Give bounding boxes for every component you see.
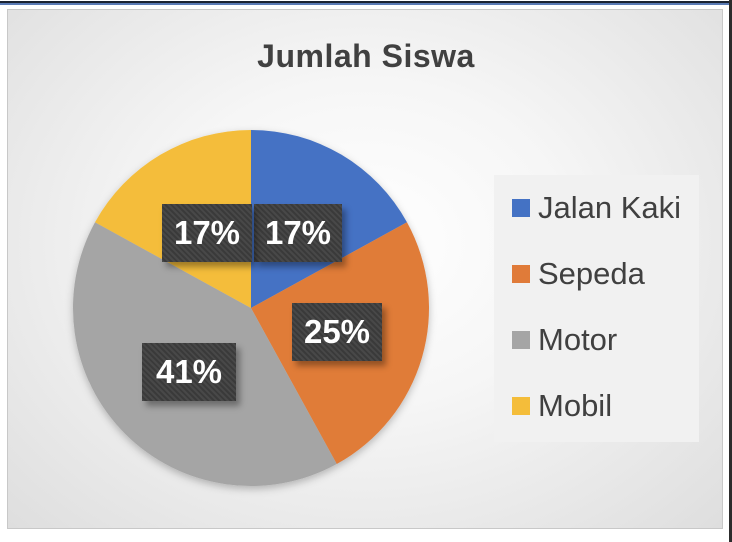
legend-item-motor[interactable]: Motor xyxy=(512,322,618,357)
right-border xyxy=(729,0,732,542)
legend-swatch xyxy=(512,397,530,415)
legend-swatch xyxy=(512,331,530,349)
legend-label: Motor xyxy=(538,322,618,357)
data-label-motor: 41% xyxy=(142,343,236,401)
data-label-sepeda: 25% xyxy=(292,303,382,361)
legend-swatch xyxy=(512,199,530,217)
top-border-accent xyxy=(0,3,732,5)
legend-item-mobil[interactable]: Mobil xyxy=(512,388,613,423)
top-border xyxy=(0,1,732,3)
data-label-jalan-kaki: 17% xyxy=(254,204,342,262)
data-label-mobil: 17% xyxy=(162,204,252,262)
legend-item-sepeda[interactable]: Sepeda xyxy=(512,256,645,291)
legend-label: Sepeda xyxy=(538,256,645,291)
legend-label: Mobil xyxy=(538,388,613,423)
legend-item-jalan-kaki[interactable]: Jalan Kaki xyxy=(512,190,682,225)
chart-title: Jumlah Siswa xyxy=(257,38,475,74)
legend-swatch xyxy=(512,265,530,283)
legend[interactable]: Jalan Kaki Sepeda Motor Mobil xyxy=(494,175,699,442)
legend-label: Jalan Kaki xyxy=(538,190,682,225)
